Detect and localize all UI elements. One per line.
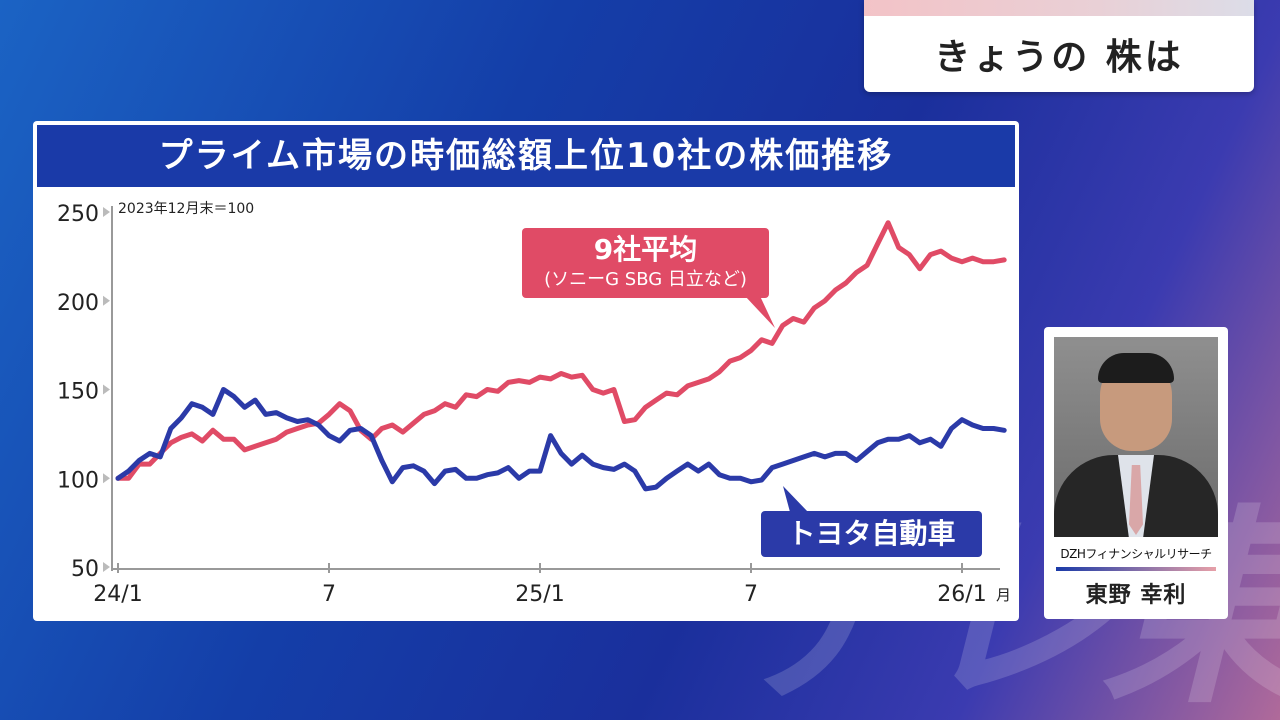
person-photo-icon (1054, 337, 1218, 537)
y-tick-marker (103, 207, 110, 217)
corner-label-strip (864, 0, 1254, 16)
commentator-card: DZHフィナンシャルリサーチ 東野 幸利 (1044, 327, 1228, 619)
avg9-callout-sub: (ソニーG SBG 日立など) (544, 269, 747, 290)
axis-layer: 50 100 150 200 250 24/1 7 25/1 7 26/1 月 (57, 202, 1011, 607)
y-tick-marker (103, 384, 110, 395)
avg9-callout: 9社平均 (ソニーG SBG 日立など) (522, 228, 769, 298)
y-tick-marker (103, 562, 110, 572)
chart-title: プライム市場の時価総額上位10社の株価推移 (37, 125, 1015, 187)
avg9-series-line (115, 220, 1007, 481)
y-tick-label: 150 (57, 380, 99, 405)
avg9-callout-pointer (745, 296, 775, 328)
y-tick-label: 250 (57, 202, 99, 227)
x-tick-label: 7 (744, 582, 758, 607)
x-tick-label: 25/1 (515, 582, 564, 607)
toyota-series-line (115, 387, 1007, 492)
name-divider (1056, 567, 1216, 571)
y-tick-marker (103, 295, 110, 306)
corner-label-text: きょうの 株は (934, 37, 1184, 78)
commentator-company: DZHフィナンシャルリサーチ (1060, 547, 1212, 561)
commentator-name: 東野 幸利 (1085, 583, 1187, 608)
avg9-callout-title: 9社平均 (593, 233, 698, 266)
toyota-callout-pointer (783, 486, 808, 512)
x-tick-label: 24/1 (93, 582, 142, 607)
corner-label: きょうの 株は (864, 0, 1254, 92)
base-note: 2023年12月末＝100 (118, 201, 254, 217)
x-unit-label: 月 (996, 586, 1011, 604)
toyota-callout: トヨタ自動車 (761, 511, 982, 557)
series-layer (115, 220, 1007, 512)
y-tick-label: 50 (71, 557, 99, 582)
y-tick-marker (103, 473, 110, 484)
x-tick-label: 7 (322, 582, 336, 607)
x-tick-label: 26/1 (937, 582, 986, 607)
y-tick-label: 100 (57, 468, 99, 493)
y-tick-label: 200 (57, 291, 99, 316)
